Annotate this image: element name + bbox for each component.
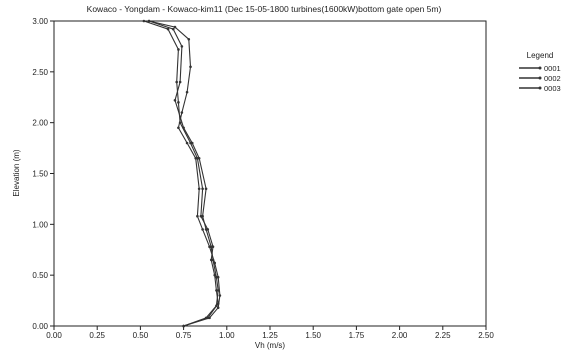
data-point xyxy=(216,306,220,310)
data-point xyxy=(173,99,177,102)
x-axis-label: Vh (m/s) xyxy=(255,341,286,350)
data-point xyxy=(177,48,180,51)
x-tick-label: 0.00 xyxy=(46,331,62,340)
chart-title: Kowaco - Yongdam - Kowaco-kim11 (Dec 15-… xyxy=(87,4,442,14)
data-point xyxy=(204,187,208,191)
data-point xyxy=(171,27,175,31)
series-line xyxy=(148,20,219,327)
x-tick-label: 2.00 xyxy=(392,331,408,340)
data-point xyxy=(206,228,210,231)
x-tick-label: 1.75 xyxy=(349,331,365,340)
x-tick-label: 2.25 xyxy=(435,331,451,340)
y-tick-label: 2.00 xyxy=(32,119,48,128)
y-axis-ticks: 0.00 0.50 1.00 1.50 2.00 2.50 3.00 xyxy=(32,17,54,331)
data-point xyxy=(201,228,204,231)
y-axis-label: Elevation (m) xyxy=(12,149,21,196)
x-tick-label: 0.25 xyxy=(89,331,105,340)
data-point xyxy=(178,121,182,124)
data-point xyxy=(189,141,192,145)
data-point xyxy=(173,25,177,29)
y-tick-label: 3.00 xyxy=(32,17,48,26)
y-tick-label: 1.00 xyxy=(32,220,48,229)
y-tick-label: 2.50 xyxy=(32,68,48,77)
x-tick-label: 0.50 xyxy=(133,331,149,340)
data-point xyxy=(218,294,222,297)
legend-marker xyxy=(538,86,542,90)
data-point xyxy=(211,245,215,248)
data-point xyxy=(199,214,203,218)
data-point xyxy=(215,275,218,279)
data-point xyxy=(185,90,189,94)
data-point xyxy=(209,258,213,262)
data-point xyxy=(180,45,184,48)
data-point xyxy=(177,126,180,130)
data-point xyxy=(196,156,199,160)
legend-marker xyxy=(538,66,542,70)
legend-label: 0003 xyxy=(544,84,561,93)
data-point xyxy=(215,289,218,292)
x-axis-ticks: 0.00 0.25 0.50 0.75 1.00 1.25 1.50 1.75 2.00 2.25… xyxy=(46,326,494,340)
series-0003 xyxy=(142,19,220,328)
data-point xyxy=(213,273,217,277)
data-point xyxy=(175,80,178,84)
legend-label: 0002 xyxy=(544,74,561,83)
data-point xyxy=(166,27,170,31)
legend-label: 0001 xyxy=(544,64,561,73)
data-point xyxy=(180,111,184,114)
data-point xyxy=(177,101,180,104)
legend-title: Legend xyxy=(527,51,554,60)
x-tick-label: 1.25 xyxy=(262,331,278,340)
x-tick-label: 1.00 xyxy=(219,331,235,340)
y-tick-label: 0.50 xyxy=(32,271,48,280)
legend-marker xyxy=(538,76,542,80)
data-point xyxy=(178,80,182,84)
x-tick-label: 0.75 xyxy=(176,331,192,340)
y-tick-label: 1.50 xyxy=(32,170,48,179)
series-line xyxy=(143,20,219,327)
data-point xyxy=(197,187,201,191)
data-point xyxy=(187,38,191,41)
x-tick-label: 1.50 xyxy=(305,331,321,340)
data-point xyxy=(185,141,189,145)
data-point xyxy=(147,19,151,23)
data-point xyxy=(201,187,204,191)
data-point xyxy=(182,324,185,328)
x-tick-label: 2.50 xyxy=(478,331,494,340)
data-point xyxy=(216,302,220,305)
data-point xyxy=(142,19,146,23)
series-layer xyxy=(142,19,222,328)
data-point xyxy=(189,65,192,69)
data-point xyxy=(196,214,199,218)
data-point xyxy=(206,316,210,320)
y-tick-label: 0.00 xyxy=(32,322,48,331)
